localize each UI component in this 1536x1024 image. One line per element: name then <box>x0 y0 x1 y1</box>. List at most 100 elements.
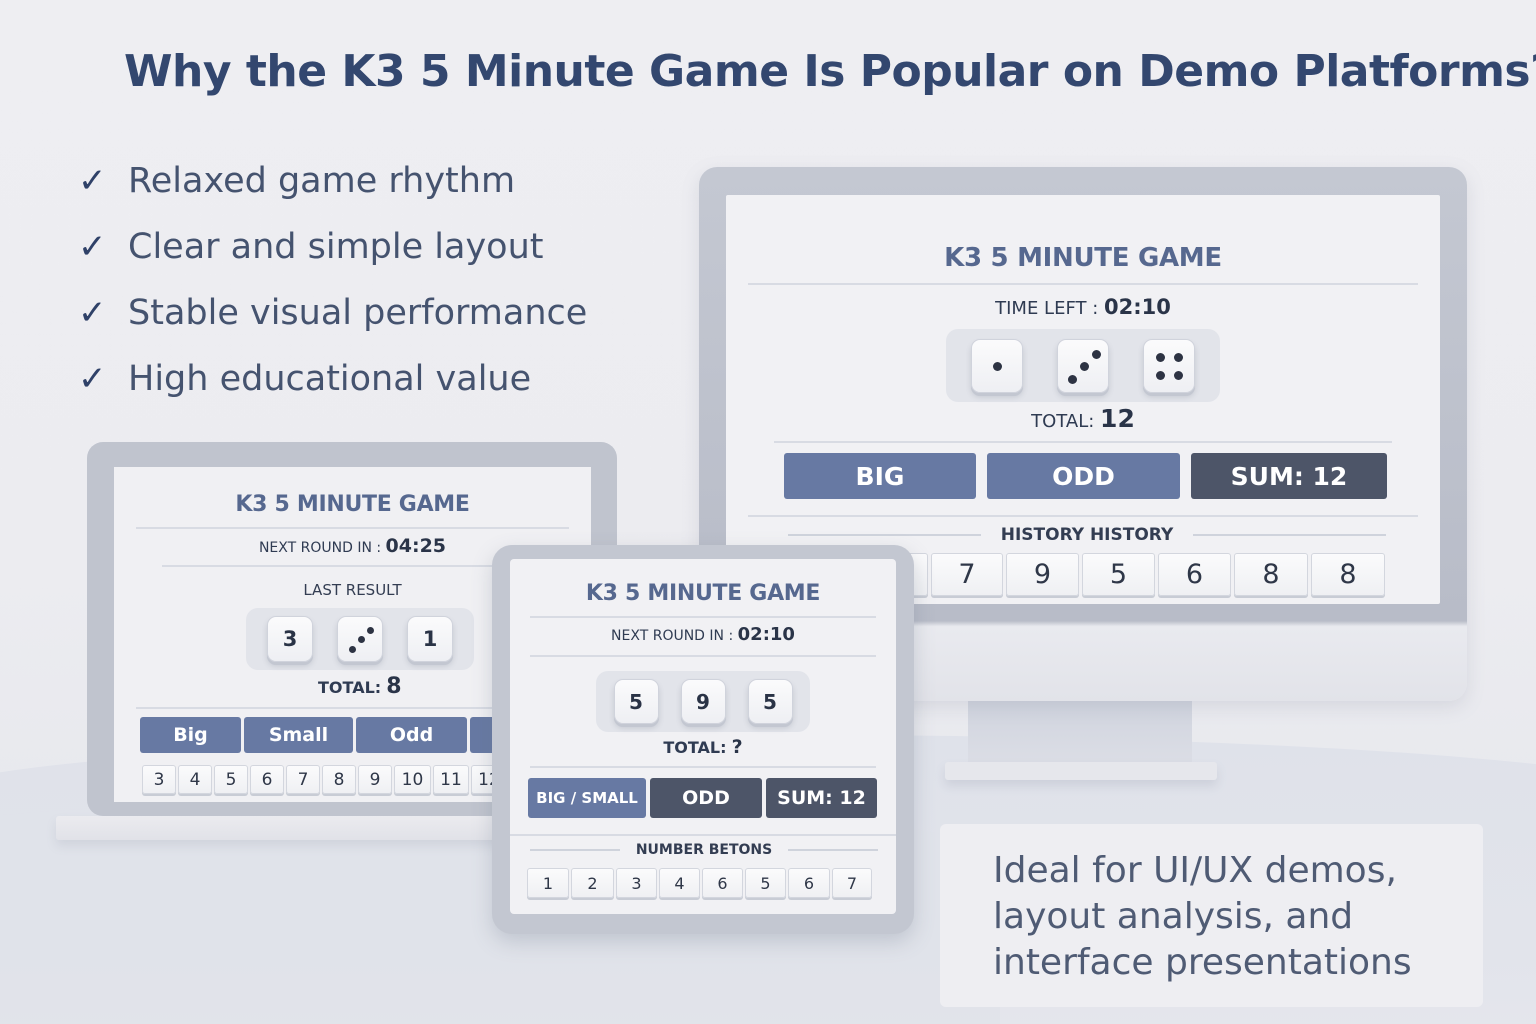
number-row: 3 4 5 6 7 8 9 10 11 12 <box>142 765 591 794</box>
timer-value: 02:10 <box>737 624 795 645</box>
pip <box>349 646 356 653</box>
number-cell[interactable]: 4 <box>659 868 700 898</box>
total-value: ? <box>731 736 743 758</box>
die-value: 5 <box>613 679 659 724</box>
die-face-3 <box>1057 338 1109 393</box>
dice-tray: 3 1 <box>246 608 474 670</box>
history-cell: 7 <box>931 553 1003 596</box>
sum-button[interactable]: SUM: 12 <box>766 778 877 818</box>
feature-label: Relaxed game rhythm <box>128 161 516 201</box>
monitor-stand-base <box>945 762 1217 780</box>
big-button[interactable]: Big <box>140 717 241 753</box>
number-cell[interactable]: 6 <box>250 765 284 794</box>
number-cell[interactable]: 6 <box>702 868 743 898</box>
info-card: Ideal for UI/UX demos, layout analysis, … <box>940 824 1483 1007</box>
odd-button[interactable]: ODD <box>987 453 1180 499</box>
die-3: 3 <box>267 616 313 662</box>
pip <box>358 636 365 643</box>
pip <box>1174 370 1183 380</box>
number-cell[interactable]: 11 <box>433 765 469 794</box>
number-bets-label: NUMBER BETONS <box>635 842 773 858</box>
number-cell[interactable]: 3 <box>616 868 657 898</box>
tablet: K3 5 MINUTE GAME NEXT ROUND IN : 02:10 5… <box>492 545 914 934</box>
info-card-text: Ideal for UI/UX demos, layout analysis, … <box>993 850 1412 983</box>
divider <box>530 766 876 768</box>
timer-value: 04:25 <box>385 535 447 557</box>
total-value: 12 <box>1100 404 1135 433</box>
timer-label: NEXT ROUND IN : <box>611 628 734 644</box>
game-title: K3 5 MINUTE GAME <box>235 492 470 517</box>
monitor-screen: K3 5 MINUTE GAME TIME LEFT : 02:10 TOT <box>726 195 1440 604</box>
pip <box>993 361 1002 371</box>
pip <box>1156 352 1165 362</box>
dice-tray <box>946 329 1220 402</box>
pip <box>1080 361 1089 371</box>
total: TOTAL: 12 <box>726 404 1440 433</box>
check-icon: ✓ <box>78 161 107 201</box>
number-cell[interactable]: 5 <box>745 868 786 898</box>
feature-item: ✓ Clear and simple layout <box>78 214 587 280</box>
number-row: 1 2 3 4 6 5 6 7 <box>527 868 896 898</box>
divider <box>162 565 543 567</box>
number-cell[interactable]: 7 <box>832 868 872 898</box>
check-icon: ✓ <box>78 293 107 333</box>
feature-label: Clear and simple layout <box>128 227 544 267</box>
bet-buttons: BIG / SMALL ODD SUM: 12 <box>528 778 896 818</box>
timer: NEXT ROUND IN : 02:10 <box>510 624 896 645</box>
divider <box>748 283 1418 285</box>
game-title: K3 5 MINUTE GAME <box>585 581 821 606</box>
pip <box>1156 370 1165 380</box>
big-button[interactable]: BIG <box>784 453 976 499</box>
number-cell[interactable]: 3 <box>142 765 176 794</box>
feature-item: ✓ High educational value <box>78 346 587 412</box>
small-button[interactable]: Small <box>244 717 353 753</box>
total-value: 8 <box>386 674 402 699</box>
divider <box>510 834 896 836</box>
divider <box>748 515 1418 517</box>
feature-list: ✓ Relaxed game rhythm ✓ Clear and simple… <box>78 148 587 412</box>
pip <box>1092 349 1101 359</box>
total: TOTAL: 8 <box>318 674 591 699</box>
rule-line <box>530 849 620 851</box>
die-value: 9 <box>680 679 726 724</box>
number-cell[interactable]: 7 <box>286 765 320 794</box>
big-small-button[interactable]: BIG / SMALL <box>528 778 646 818</box>
sum-button[interactable]: SUM: 12 <box>1191 453 1387 499</box>
number-cell[interactable]: 6 <box>788 868 830 898</box>
feature-item: ✓ Relaxed game rhythm <box>78 148 587 214</box>
last-result-label: LAST RESULT <box>303 581 402 599</box>
number-cell[interactable]: 8 <box>322 765 356 794</box>
timer: TIME LEFT : 02:10 <box>726 295 1440 319</box>
history-cell: 8 <box>1234 553 1308 596</box>
odd-button[interactable]: ODD <box>650 778 762 818</box>
history-cell: 6 <box>1158 553 1231 596</box>
number-cell[interactable]: 1 <box>527 868 569 898</box>
check-icon: ✓ <box>78 359 107 399</box>
history-cell: 5 <box>1082 553 1155 596</box>
feature-label: High educational value <box>128 359 532 399</box>
number-cell[interactable]: 10 <box>394 765 431 794</box>
rule-line <box>788 534 981 536</box>
odd-button[interactable]: Odd <box>356 717 467 753</box>
monitor-stand-neck <box>968 701 1192 767</box>
total-label: TOTAL: <box>663 738 727 757</box>
number-bets-header: NUMBER BETONS <box>530 842 879 858</box>
number-cell[interactable]: 4 <box>178 765 212 794</box>
pip <box>1068 374 1077 384</box>
bet-buttons: BIG ODD SUM: 12 <box>784 453 1388 499</box>
divider <box>530 616 876 618</box>
rule-line <box>1193 534 1386 536</box>
feature-label: Stable visual performance <box>128 293 588 333</box>
divider <box>136 527 569 529</box>
number-cell[interactable]: 2 <box>571 868 614 898</box>
pip <box>1174 352 1183 362</box>
history-header: HISTORY HISTORY <box>788 525 1386 545</box>
feature-item: ✓ Stable visual performance <box>78 280 587 346</box>
game-title: K3 5 MINUTE GAME <box>944 243 1222 273</box>
divider <box>774 441 1392 443</box>
number-cell[interactable]: 9 <box>358 765 392 794</box>
total: TOTAL: ? <box>510 736 896 758</box>
number-cell[interactable]: 5 <box>214 765 248 794</box>
die-face-4 <box>1143 338 1195 393</box>
total-label: TOTAL: <box>318 678 382 697</box>
